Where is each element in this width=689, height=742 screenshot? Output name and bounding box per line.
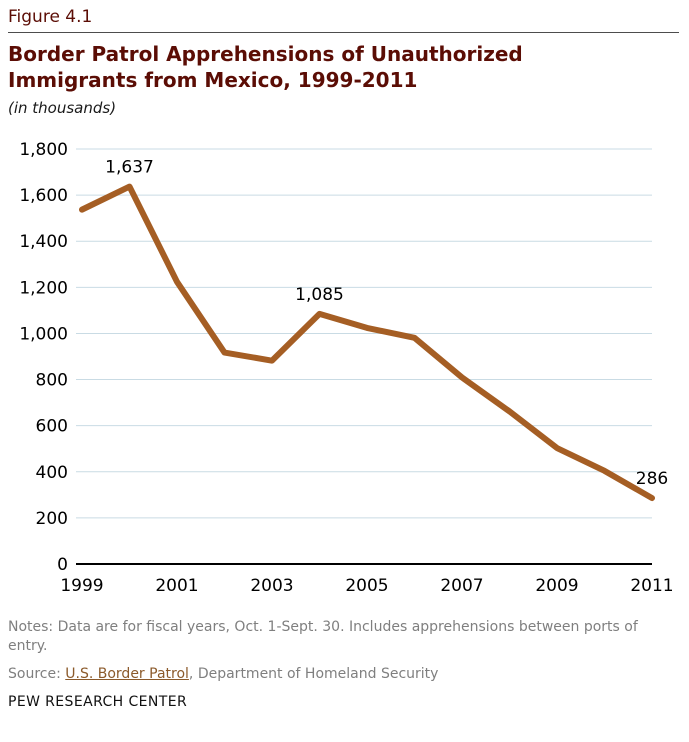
y-tick-label: 200 — [36, 509, 68, 529]
notes-text: Notes: Data are for fiscal years, Oct. 1… — [8, 619, 638, 654]
line-chart: 0 200 400 600 800 1,000 1,200 1,400 1,600 1,800 19… — [19, 140, 673, 596]
y-tick-label: 400 — [36, 463, 68, 483]
source-text: Source: U.S. Border Patrol, Department o… — [8, 666, 679, 682]
chart-title: Border Patrol Apprehensions of Unauthori… — [8, 42, 523, 92]
y-tick-label: 1,000 — [19, 324, 68, 344]
data-point-label: 286 — [636, 469, 668, 489]
y-tick-label: 0 — [57, 555, 68, 575]
y-tick-label: 1,600 — [19, 186, 68, 206]
chart-subtitle: (in thousands) — [8, 99, 117, 117]
x-tick-label: 2007 — [440, 576, 483, 596]
pew-research-center-label: PEW RESEARCH CENTER — [8, 693, 188, 710]
divider-line — [8, 32, 679, 33]
x-tick-label: 2003 — [250, 576, 293, 596]
y-tick-label: 1,400 — [19, 232, 68, 252]
source-prefix: Source: — [8, 665, 66, 682]
x-tick-label: 2011 — [630, 576, 673, 596]
x-tick-label: 1999 — [60, 576, 103, 596]
apprehensions-line — [79, 183, 655, 502]
y-tick-label: 600 — [36, 417, 68, 437]
x-tick-label: 2005 — [345, 576, 388, 596]
y-tick-label: 1,800 — [19, 140, 68, 160]
figure-label: Figure 4.1 — [8, 7, 93, 27]
data-point-label: 1,085 — [295, 285, 344, 305]
data-point-label: 1,637 — [105, 158, 154, 178]
y-tick-label: 800 — [36, 371, 68, 391]
figure-container: Figure 4.1 Border Patrol Apprehensions o… — [8, 7, 679, 710]
x-tick-label: 2009 — [535, 576, 578, 596]
source-link[interactable]: U.S. Border Patrol — [65, 665, 189, 682]
x-tick-label: 2001 — [155, 576, 198, 596]
source-suffix: , Department of Homeland Security — [188, 665, 439, 682]
y-tick-label: 1,200 — [19, 278, 68, 298]
